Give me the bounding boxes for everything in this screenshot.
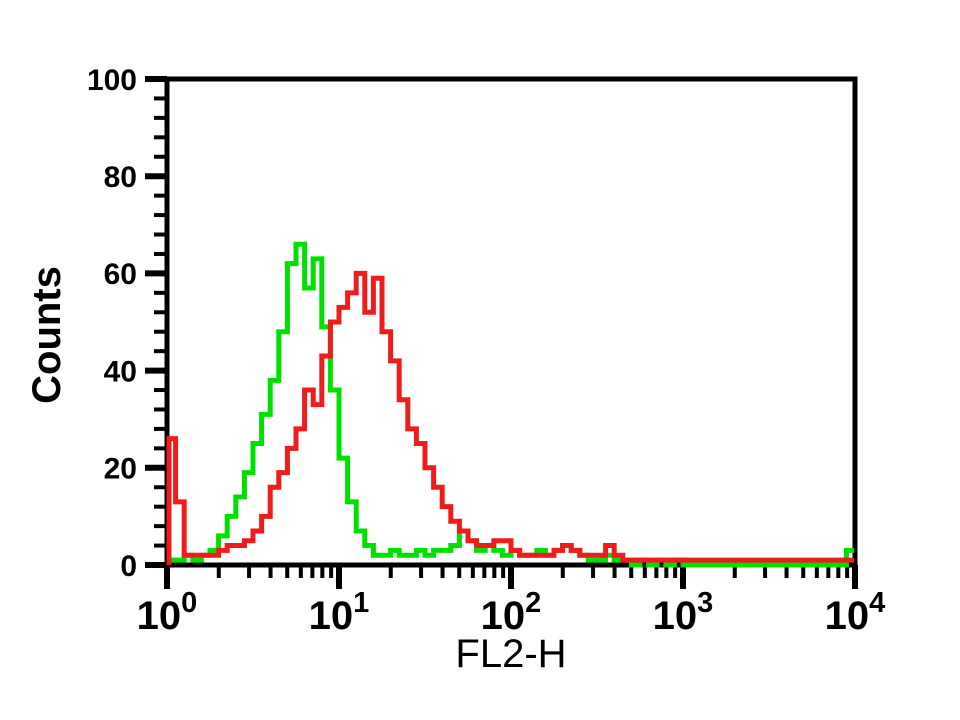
x-axis-title: FL2-H [455, 632, 566, 676]
y-tick-label-40: 40 [104, 355, 137, 388]
x-tick-label-1e1: 101 [309, 587, 370, 638]
x-tick-label-1e2: 102 [481, 587, 542, 638]
y-tick-label-100: 100 [87, 64, 137, 97]
y-tick-label-20: 20 [104, 453, 137, 486]
y-tick-label-0: 0 [120, 550, 137, 583]
y-axis-title: Counts [25, 266, 69, 404]
red-histogram-trace [166, 270, 854, 565]
x-tick-label-1e0: 100 [137, 587, 198, 638]
x-tick-label-1e3: 103 [653, 587, 714, 638]
y-tick-label-80: 80 [104, 161, 137, 194]
y-tick-label-60: 60 [104, 258, 137, 291]
x-tick-label-1e4: 104 [825, 587, 886, 638]
